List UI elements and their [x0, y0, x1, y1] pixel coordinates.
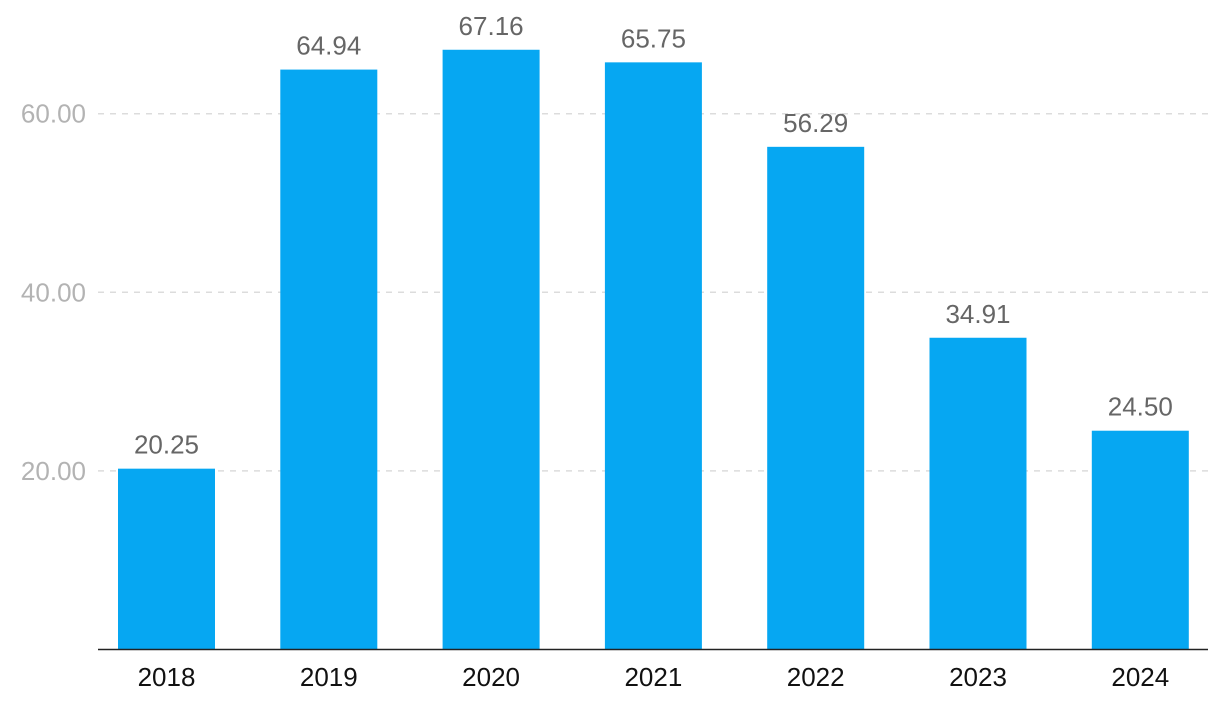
data-label-2022: 56.29: [783, 108, 848, 138]
bar-2021: [604, 62, 702, 650]
data-label-2021: 65.75: [621, 23, 686, 53]
bar-2019: [280, 69, 378, 650]
y-tick-label: 60.00: [21, 99, 86, 129]
data-label-2019: 64.94: [296, 31, 361, 61]
bars: [118, 49, 1189, 650]
y-axis-ticks: 20.00 40.00 60.00: [21, 99, 86, 486]
bar-2022: [767, 146, 865, 650]
x-tick-label-2023: 2023: [949, 662, 1007, 692]
x-tick-label-2019: 2019: [300, 662, 358, 692]
y-tick-label: 40.00: [21, 277, 86, 307]
data-labels: 20.25 64.94 67.16 65.75 56.29 34.91 24.50: [134, 11, 1173, 460]
x-tick-label-2021: 2021: [624, 662, 682, 692]
data-label-2023: 34.91: [945, 299, 1010, 329]
data-label-2024: 24.50: [1108, 392, 1173, 422]
x-tick-label-2018: 2018: [138, 662, 196, 692]
bar-2024: [1091, 430, 1189, 650]
x-tick-label-2024: 2024: [1111, 662, 1169, 692]
y-tick-label: 20.00: [21, 456, 86, 486]
data-label-2020: 67.16: [459, 11, 524, 41]
x-tick-label-2022: 2022: [787, 662, 845, 692]
data-label-2018: 20.25: [134, 430, 199, 460]
bar-2023: [929, 337, 1027, 650]
x-axis-ticks: 2018 2019 2020 2021 2022 2023 2024: [138, 662, 1170, 692]
bar-2018: [118, 468, 215, 650]
bar-2020: [442, 49, 540, 650]
x-tick-label-2020: 2020: [462, 662, 520, 692]
